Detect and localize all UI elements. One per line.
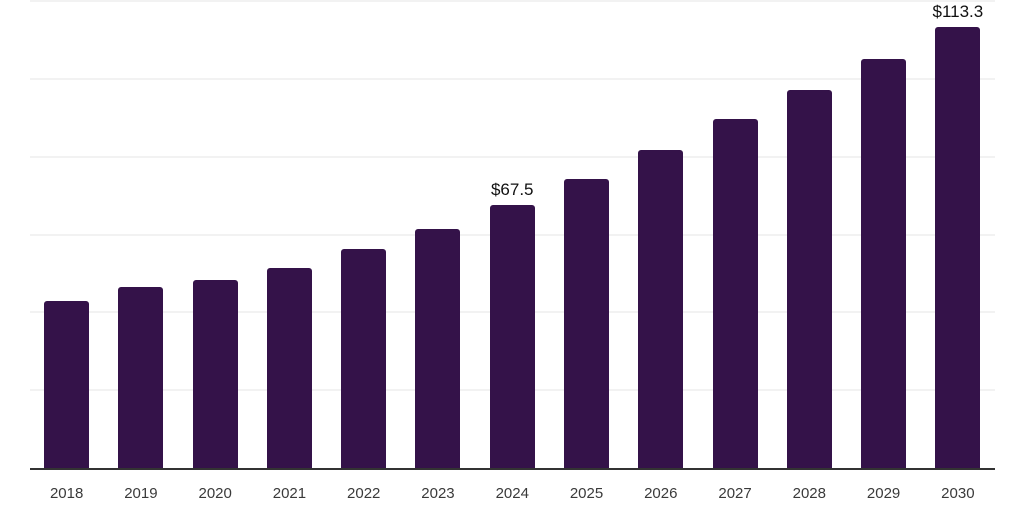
- gridline-120: [29, 0, 995, 2]
- x-tick-label-2030: 2030: [941, 485, 975, 502]
- x-tick-label-2024: 2024: [495, 485, 529, 502]
- bar-2026: [638, 150, 684, 468]
- x-tick-label-2026: 2026: [644, 485, 678, 502]
- gridline-80: [29, 155, 995, 158]
- bar-2018: [44, 300, 90, 468]
- bar-2025: [564, 179, 610, 468]
- bar-2028: [786, 90, 832, 468]
- x-tick-label-2027: 2027: [718, 485, 752, 502]
- bar-2021: [266, 267, 312, 468]
- bar-2027: [712, 119, 758, 468]
- x-tick-label-2023: 2023: [421, 485, 455, 502]
- bar-2029: [861, 58, 907, 468]
- data-label-2024: $67.5: [490, 180, 534, 200]
- data-label-2030: $113.3: [932, 2, 984, 22]
- x-axis-line: [29, 468, 995, 470]
- x-tick-label-2022: 2022: [347, 485, 381, 502]
- bar-2019: [118, 287, 164, 468]
- x-tick-label-2021: 2021: [272, 485, 307, 502]
- bar-2022: [341, 248, 387, 468]
- x-tick-label-2018: 2018: [49, 485, 84, 502]
- x-tick-label-2028: 2028: [792, 485, 826, 502]
- x-tick-label-2020: 2020: [198, 485, 232, 502]
- gridline-100: [29, 77, 995, 80]
- bar-2023: [415, 229, 461, 468]
- bar-2024: [489, 205, 535, 468]
- bar-2020: [192, 279, 238, 468]
- x-tick-label-2025: 2025: [569, 485, 604, 502]
- bar-2030: [935, 27, 981, 468]
- x-tick-label-2029: 2029: [866, 485, 901, 502]
- x-tick-label-2019: 2019: [124, 485, 158, 502]
